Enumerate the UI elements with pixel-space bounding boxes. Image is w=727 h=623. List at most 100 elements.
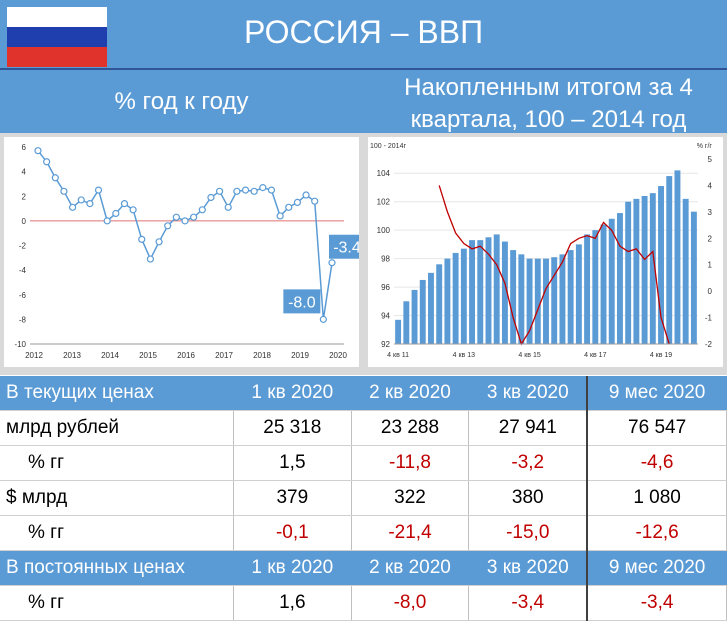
table-cell: -3,4 [468,585,588,621]
row-label: В постоянных ценах [0,550,234,586]
data-point [129,206,137,214]
y-tick-label: 4 [22,168,27,177]
label-box [283,289,321,314]
x-tick-label: 2016 [177,351,195,360]
subtitle-right-line1: Накопленным итогом за 4 [404,74,693,101]
data-point [215,187,224,195]
y-tick-label: 0 [22,217,27,226]
table-cell: 23 288 [351,410,470,446]
x-tick-label: 4 кв 19 [650,352,672,359]
data-point [319,315,327,323]
table-row: % гг 1,5 -11,8 -3,2 -4,6 [0,445,727,481]
data-point [164,222,172,230]
x-tick-label: 2014 [101,351,119,360]
y2-tick-label: 2 [708,234,713,243]
table-cell: 380 [468,480,588,516]
data-point [233,187,241,195]
x-tick-label: 4 кв 11 [387,352,409,359]
cumulative-bar-chart: 100 - 2014г % г/г 104 102 100 98 96 94 92 5 4 3 2 1 0 -… [368,137,723,367]
data-point [224,203,232,211]
x-tick-label: 2012 [25,351,43,360]
x-tick-label: 4 кв 13 [453,352,475,359]
y-tick-label: 100 [377,226,391,235]
x-tick-label: 2018 [253,351,271,360]
data-point [198,206,206,214]
bar [452,252,459,344]
table-cell: 3 кв 2020 [468,550,588,586]
x-tick-label: 2015 [139,351,157,360]
table-row: $ млрд 379 322 380 1 080 [0,480,727,516]
row-label: % гг [0,585,234,621]
bar [469,240,476,344]
bar [501,241,508,344]
bar [682,198,689,344]
x-tick-label: 2013 [63,351,81,360]
bar [584,234,591,344]
y-tick-label: 96 [381,283,390,292]
bar [526,258,533,344]
table-cell: 1 кв 2020 [233,376,352,411]
data-point [60,187,68,195]
data-point [250,187,258,195]
table-cell: 1 кв 2020 [233,550,352,586]
subtitle-right: Накопленным итогом за 4 квартала, 100 – … [370,72,727,136]
data-point [328,259,336,267]
table-cell: 3 кв 2020 [468,376,588,411]
data-point [68,203,77,211]
y2-tick-label: 1 [708,261,713,270]
bar [567,250,574,344]
data-point [146,255,155,263]
y2-tick-label: 5 [708,155,713,164]
y2-tick-label: 0 [708,287,713,296]
gdp-table: В текущих ценах 1 кв 2020 2 кв 2020 3 кв 20… [0,376,727,621]
table-cell: -12,6 [586,515,727,551]
data-label: -3.4 [333,240,359,257]
data-point [190,213,198,221]
table-cell: -0,1 [233,515,352,551]
x-tick-label: 4 кв 17 [584,352,606,359]
table-cell: 322 [351,480,470,516]
bar [608,218,615,344]
y-tick-label: -4 [19,266,27,275]
table-cell: 1,6 [233,585,352,621]
data-point [138,235,146,243]
data-point [293,198,302,207]
table-cell: -3,4 [586,585,727,621]
data-point [302,191,310,199]
data-point [181,217,189,225]
bar [411,289,418,344]
chart-background [4,137,359,367]
data-point [43,158,51,166]
y-tick-label: -8 [19,315,27,324]
table-cell: -21,4 [351,515,470,551]
bar [436,264,443,344]
data-point [77,196,85,204]
bar [485,237,492,344]
bar [428,272,434,344]
data-point [94,186,103,194]
y2-tick-label: -1 [705,314,713,323]
table-cell: 25 318 [233,410,352,446]
data-point [311,197,319,205]
row-label: В текущих ценах [0,376,234,411]
label-box [329,234,359,259]
bar [690,211,697,344]
row-label: $ млрд [0,480,234,516]
bar [477,240,484,344]
russia-flag-icon [7,7,107,67]
table-cell: -11,8 [351,445,470,481]
bar [395,319,402,344]
row-label: % гг [0,515,234,551]
page-title: РОССИЯ – ВВП [243,14,484,50]
bar [444,258,451,344]
divider [0,68,727,70]
x-tick-label: 2019 [291,351,309,360]
y-tick-label: 104 [377,169,391,178]
bar [575,244,582,344]
x-tick-label: 2020 [329,351,347,360]
table-cell: 9 мес 2020 [586,550,727,586]
data-point [103,217,111,225]
bar [666,176,673,344]
bar [493,234,500,344]
axis-title-right: % г/г [697,143,713,150]
